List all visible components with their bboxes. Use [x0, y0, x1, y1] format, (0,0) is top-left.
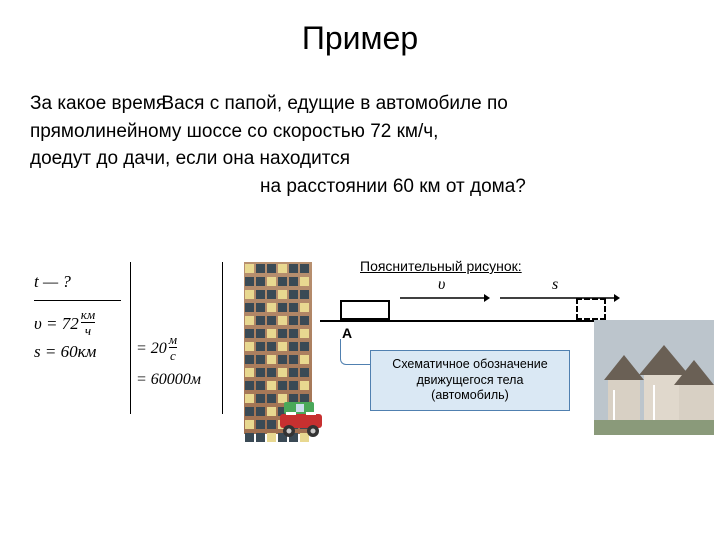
- callout-l3: (автомобиль): [379, 388, 561, 404]
- given-panel: t — ? υ = 72 км ч s = 60км: [30, 268, 125, 408]
- car-icon: [278, 400, 324, 438]
- problem-line-2: прямолинейному шоссе со скоростью 72 км/…: [30, 121, 438, 142]
- divider-2: [222, 262, 223, 414]
- diagram-body-marker: [340, 300, 390, 320]
- given-t: t — ?: [30, 268, 125, 292]
- diagram-baseline: [320, 320, 630, 322]
- divider-1: [130, 262, 131, 414]
- unit-bot: с: [170, 349, 176, 362]
- given-s: s = 60км: [30, 340, 125, 364]
- problem-line-3: доедут до дачи, если она находится: [30, 145, 690, 173]
- problem-frag-2: Вася с папой, едущие в автомобиле по: [161, 90, 507, 118]
- given-v-unit: км ч: [81, 308, 95, 337]
- page-title: Пример: [0, 0, 720, 57]
- motion-diagram: υ s А В: [320, 280, 630, 330]
- callout-l2: движущегося тела: [379, 373, 561, 389]
- var-v: υ: [438, 276, 445, 294]
- unit-top: м: [169, 333, 177, 346]
- given-v-value: υ = 72: [34, 314, 79, 334]
- conv-v: = 20 м с: [136, 330, 201, 367]
- problem-line-4: на расстоянии 60 км от дома?: [30, 173, 690, 201]
- conv-v-unit: м с: [169, 333, 177, 362]
- callout-l1: Схематичное обозначение: [379, 357, 561, 373]
- given-v: υ = 72 км ч: [30, 307, 125, 340]
- diagram-caption: Пояснительный рисунок:: [360, 258, 522, 274]
- unit-bot: ч: [85, 324, 91, 337]
- problem-text: За какое время Вася с папой, едущие в ав…: [30, 90, 690, 200]
- var-s: s: [552, 276, 558, 294]
- conv-v-value: = 20: [136, 340, 167, 358]
- callout-box: Схематичное обозначение движущегося тела…: [370, 350, 570, 411]
- conv-s: = 60000м: [136, 367, 201, 393]
- given-divider: [34, 300, 121, 301]
- houses-image: [594, 320, 714, 435]
- conversion-panel: = 20 м с = 60000м: [136, 330, 201, 393]
- problem-frag-1: За какое время: [30, 90, 166, 118]
- unit-top: км: [81, 308, 95, 321]
- diagram-goal-marker: [576, 298, 606, 320]
